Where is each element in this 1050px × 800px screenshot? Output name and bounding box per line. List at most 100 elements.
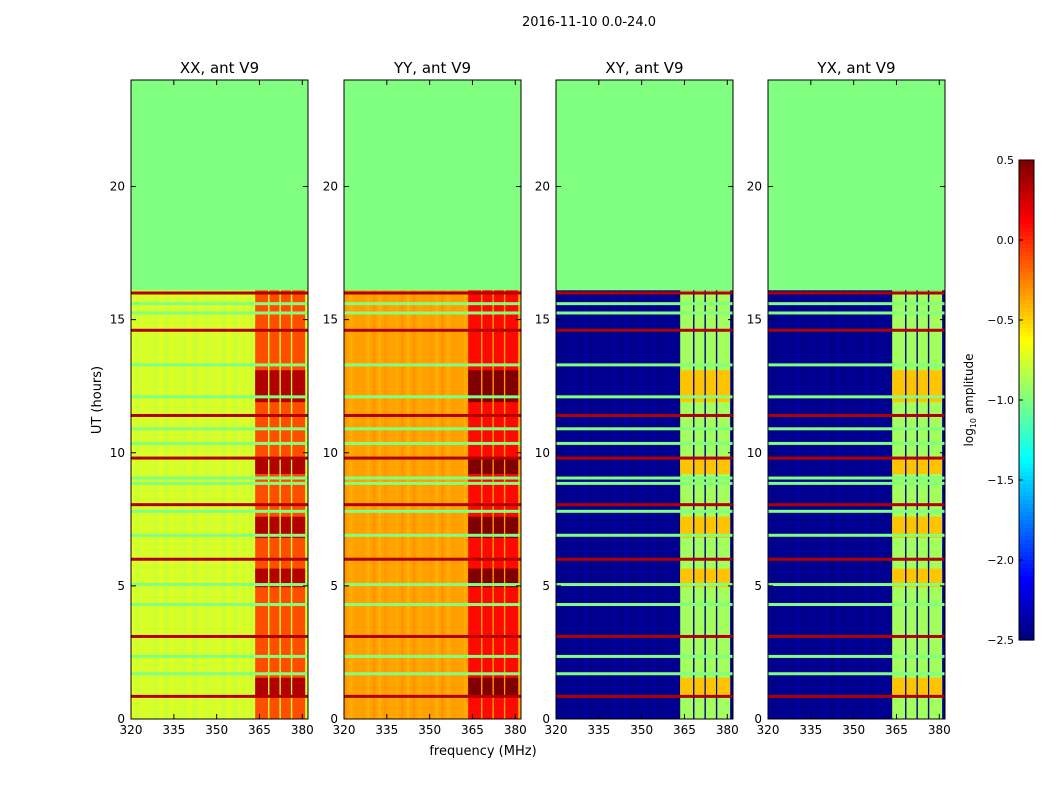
colorbar-segment bbox=[1019, 596, 1034, 601]
colorbar-segment bbox=[1019, 452, 1034, 457]
colorbar-segment bbox=[1019, 616, 1034, 621]
colorbar-segment bbox=[1019, 400, 1034, 405]
rfi-hotspot bbox=[705, 516, 716, 538]
axes-frame bbox=[130, 79, 309, 720]
flag-row bbox=[131, 654, 308, 658]
flag-row bbox=[768, 456, 945, 460]
flag-row bbox=[556, 363, 733, 367]
colorbar-segment bbox=[1019, 580, 1034, 585]
rfi-hotspot bbox=[717, 516, 731, 538]
rfi-hotspot bbox=[292, 516, 306, 538]
colorbar-tick-label: −1.0 bbox=[987, 394, 1014, 407]
rfi-hotspot bbox=[906, 458, 917, 475]
rfi-hotspot bbox=[505, 516, 519, 538]
rfi-hotspot bbox=[280, 516, 291, 538]
rfi-hotspot bbox=[892, 516, 906, 538]
colorbar-segment bbox=[1019, 332, 1034, 337]
rfi-hotspot bbox=[505, 677, 519, 697]
rfi-hotspot bbox=[482, 458, 493, 475]
colorbar-segment bbox=[1019, 396, 1034, 401]
y-tick-label: 10 bbox=[110, 446, 125, 460]
rfi-hotspot bbox=[892, 370, 906, 403]
colorbar-segment bbox=[1019, 280, 1034, 285]
flag-row bbox=[768, 427, 945, 431]
y-tick-label: 20 bbox=[323, 180, 338, 194]
rfi-hotspot bbox=[717, 677, 731, 697]
y-tick-label: 10 bbox=[323, 446, 338, 460]
rfi-hotspot bbox=[482, 568, 493, 588]
rfi-hotspot bbox=[717, 568, 731, 588]
colorbar-segment bbox=[1019, 556, 1034, 561]
flag-row bbox=[344, 476, 521, 480]
colorbar-segment bbox=[1019, 236, 1034, 241]
colorbar-segment bbox=[1019, 532, 1034, 537]
flag-row bbox=[556, 476, 733, 480]
x-tick-label: 350 bbox=[418, 723, 441, 737]
colorbar-segment bbox=[1019, 464, 1034, 469]
flag-row bbox=[556, 533, 733, 537]
colorbar-segment bbox=[1019, 244, 1034, 249]
flag-row bbox=[344, 427, 521, 431]
colorbar-segment bbox=[1019, 612, 1034, 617]
colorbar-segment bbox=[1019, 576, 1034, 581]
colorbar-segment bbox=[1019, 196, 1034, 201]
rfi-hotspot bbox=[269, 568, 280, 588]
y-tick-label: 20 bbox=[535, 180, 550, 194]
flag-row bbox=[556, 583, 733, 587]
colorbar-segment bbox=[1019, 276, 1034, 281]
rfi-hotspot bbox=[892, 568, 906, 588]
rfi-hotspot bbox=[505, 458, 519, 475]
colorbar-segment bbox=[1019, 572, 1034, 577]
rfi-hotspot bbox=[694, 677, 705, 697]
flag-row bbox=[344, 291, 521, 295]
rfi-hotspot bbox=[482, 677, 493, 697]
flag-row bbox=[556, 441, 733, 445]
y-tick-label: 0 bbox=[330, 712, 338, 726]
flag-row bbox=[131, 603, 308, 607]
colorbar-segment bbox=[1019, 160, 1034, 165]
x-tick-label: 350 bbox=[842, 723, 865, 737]
flag-row bbox=[344, 634, 521, 638]
colorbar-tick-label: 0.0 bbox=[997, 234, 1015, 247]
rfi-hotspot bbox=[680, 458, 694, 475]
rfi-hotspot bbox=[892, 677, 906, 697]
flag-row bbox=[131, 533, 308, 537]
x-tick-label: 335 bbox=[587, 723, 610, 737]
panel-title: XY, ant V9 bbox=[605, 59, 683, 77]
colorbar-segment bbox=[1019, 476, 1034, 481]
colorbar-segment bbox=[1019, 316, 1034, 321]
rfi-hotspot bbox=[255, 458, 269, 475]
flag-row bbox=[131, 302, 308, 306]
colorbar-segment bbox=[1019, 360, 1034, 365]
colorbar-segment bbox=[1019, 356, 1034, 361]
colorbar-segment bbox=[1019, 540, 1034, 545]
rfi-hotspot bbox=[717, 370, 731, 403]
rfi-hotspot bbox=[493, 458, 504, 475]
x-tick-label: 320 bbox=[120, 723, 143, 737]
rfi-hotspot bbox=[505, 568, 519, 588]
flag-row bbox=[768, 603, 945, 607]
colorbar-segment bbox=[1019, 500, 1034, 505]
colorbar-segment bbox=[1019, 620, 1034, 625]
rfi-hotspot bbox=[917, 677, 928, 697]
rfi-hotspot bbox=[255, 568, 269, 588]
colorbar-segment bbox=[1019, 304, 1034, 309]
rfi-hotspot bbox=[468, 458, 482, 475]
rfi-hotspot bbox=[680, 677, 694, 697]
y-tick-label: 15 bbox=[535, 313, 550, 327]
heatmap-panel: YX, ant V9 320 335 350 365 380 0 5 10 15 20 bbox=[747, 59, 951, 737]
colorbar-segment bbox=[1019, 380, 1034, 385]
flag-row bbox=[131, 672, 308, 676]
flag-row bbox=[768, 441, 945, 445]
colorbar-segment bbox=[1019, 524, 1034, 529]
y-tick-label: 20 bbox=[110, 180, 125, 194]
rfi-hotspot bbox=[680, 568, 694, 588]
colorbar-segment bbox=[1019, 548, 1034, 553]
rfi-hotspot bbox=[292, 370, 306, 403]
flag-row bbox=[131, 557, 308, 561]
colorbar-segment bbox=[1019, 432, 1034, 437]
colorbar-segment bbox=[1019, 256, 1034, 261]
panel-title: XX, ant V9 bbox=[180, 59, 259, 77]
colorbar-segment bbox=[1019, 624, 1034, 629]
